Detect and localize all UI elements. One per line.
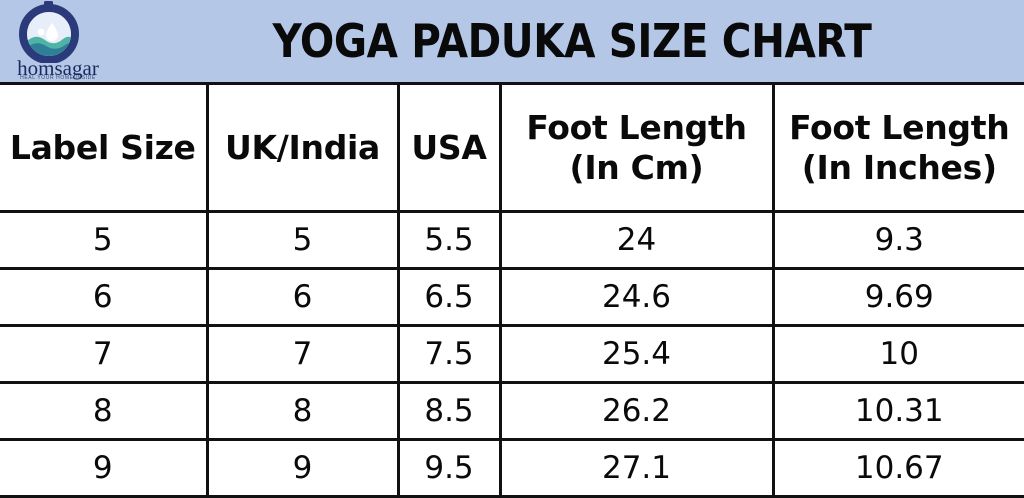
column-header-line2: (In Cm) — [569, 147, 704, 187]
column-header-line2: (In Inches) — [801, 147, 997, 187]
brand-logo: homsagar HEAL YOUR HOME INSIDE — [2, 0, 114, 82]
table-row: 6 6 6.5 24.6 9.69 — [0, 267, 1024, 327]
chart-banner: homsagar HEAL YOUR HOME INSIDE YOGA PADU… — [0, 0, 1024, 82]
column-header-line1: Foot Length — [789, 107, 1010, 147]
cell-usa: 5.5 — [396, 210, 502, 270]
column-header-uk-india: UK/India — [205, 82, 400, 213]
cell-foot-length-inches: 9.69 — [771, 267, 1024, 327]
brand-wordmark: homsagar — [17, 56, 99, 80]
column-header-label-size: Label Size — [0, 82, 209, 213]
column-header-line1: USA — [411, 127, 487, 167]
cell-foot-length-cm: 24 — [498, 210, 775, 270]
homsagar-waterdrop-icon — [18, 1, 80, 64]
column-header-usa: USA — [396, 82, 502, 213]
table-row: 7 7 7.5 25.4 10 — [0, 324, 1024, 384]
cell-foot-length-inches: 10.31 — [771, 381, 1024, 441]
column-header-line1: Foot Length — [526, 107, 747, 147]
size-chart-table-wrapper: Label Size UK/India USA Foot Length (In … — [0, 82, 1024, 498]
table-row: 9 9 9.5 27.1 10.67 — [0, 438, 1024, 498]
cell-uk-india: 5 — [205, 210, 400, 270]
brand-tagline: HEAL YOUR HOME INSIDE — [20, 75, 96, 81]
table-row: 8 8 8.5 26.2 10.31 — [0, 381, 1024, 441]
table-row: 5 5 5.5 24 9.3 — [0, 210, 1024, 270]
table-header: Label Size UK/India USA Foot Length (In … — [0, 82, 1024, 213]
cell-foot-length-cm: 25.4 — [498, 324, 775, 384]
cell-foot-length-inches: 10.67 — [771, 438, 1024, 498]
cell-foot-length-cm: 27.1 — [498, 438, 775, 498]
column-header-foot-length-inches: Foot Length (In Inches) — [771, 82, 1024, 213]
cell-uk-india: 9 — [205, 438, 400, 498]
cell-label-size: 6 — [0, 267, 209, 327]
column-header-line1: Label Size — [9, 127, 196, 167]
cell-label-size: 9 — [0, 438, 209, 498]
column-header-foot-length-cm: Foot Length (In Cm) — [498, 82, 775, 213]
cell-label-size: 8 — [0, 381, 209, 441]
header-row: Label Size UK/India USA Foot Length (In … — [0, 82, 1024, 213]
page-title: YOGA PADUKA SIZE CHART — [272, 14, 872, 68]
cell-foot-length-cm: 26.2 — [498, 381, 775, 441]
cell-label-size: 5 — [0, 210, 209, 270]
cell-foot-length-inches: 9.3 — [771, 210, 1024, 270]
cell-usa: 9.5 — [396, 438, 502, 498]
cell-foot-length-cm: 24.6 — [498, 267, 775, 327]
size-chart-table: Label Size UK/India USA Foot Length (In … — [0, 82, 1024, 498]
cell-usa: 6.5 — [396, 267, 502, 327]
cell-usa: 8.5 — [396, 381, 502, 441]
column-header-line1: UK/India — [225, 127, 380, 167]
cell-uk-india: 6 — [205, 267, 400, 327]
cell-usa: 7.5 — [396, 324, 502, 384]
cell-uk-india: 8 — [205, 381, 400, 441]
cell-label-size: 7 — [0, 324, 209, 384]
table-body: 5 5 5.5 24 9.3 6 6 6.5 24.6 9.69 7 7 7.5 — [0, 210, 1024, 498]
cell-uk-india: 7 — [205, 324, 400, 384]
cell-foot-length-inches: 10 — [771, 324, 1024, 384]
